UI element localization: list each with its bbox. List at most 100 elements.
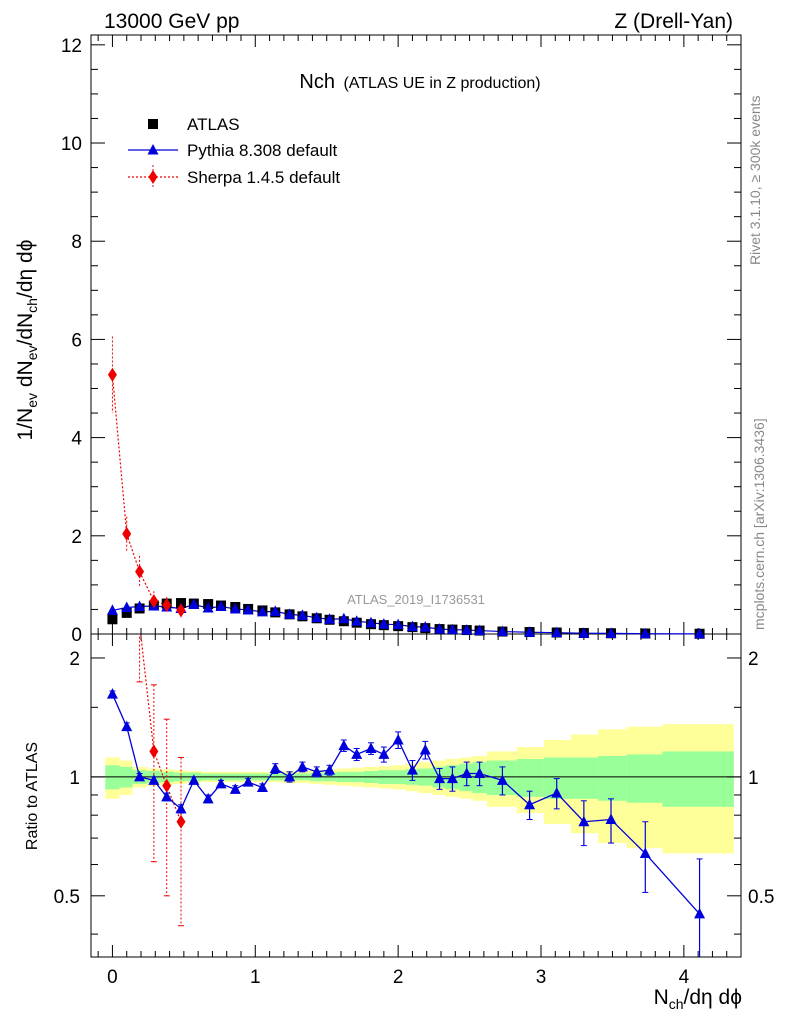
legend-label: Pythia 8.308 default — [187, 141, 338, 160]
ratio-y-axis-label: Ratio to ATLAS — [24, 742, 41, 850]
pythia-ratio-point — [524, 798, 536, 810]
y-tick-label: 4 — [71, 429, 82, 450]
y-tick-label: 2 — [71, 527, 82, 548]
pythia-point — [605, 627, 617, 638]
pythia-ratio-point — [269, 762, 281, 774]
pythia-ratio-point — [434, 772, 446, 784]
green-band-segment — [516, 758, 544, 797]
pythia-ratio-point — [496, 774, 508, 785]
legend-sherpa-marker — [148, 170, 158, 184]
pythia-ratio-point — [256, 781, 268, 793]
main-plot-frame: 0 2 4 6 8 10 12 — [61, 34, 742, 646]
pythia-ratio-point — [378, 748, 390, 759]
x-axis-label: Nch/dη dϕ — [654, 986, 742, 1012]
pythia-point — [296, 609, 308, 620]
pythia-ratio-point — [324, 764, 336, 775]
pythia-point — [474, 624, 486, 636]
sherpa-point — [176, 603, 186, 618]
header-energy-label: 13000 GeV pp — [104, 10, 239, 33]
atlas-point — [107, 614, 118, 625]
ratio-marks — [106, 634, 706, 957]
x-tick-label: 4 — [679, 967, 690, 988]
sherpa-point — [149, 594, 159, 609]
green-band-segment — [662, 751, 734, 807]
analysis-label: ATLAS_2019_I1736531 — [347, 592, 485, 607]
pythia-point — [446, 623, 458, 635]
legend-label: ATLAS — [187, 115, 240, 134]
pythia-ratio-point — [311, 765, 323, 777]
pythia-ratio-point — [551, 787, 563, 798]
pythia-point — [406, 620, 418, 632]
pythia-ratio-point — [605, 813, 617, 825]
plot-title-main: Nch — [299, 71, 335, 93]
sherpa-point — [135, 564, 145, 579]
pythia-ratio-point — [121, 720, 133, 732]
green-band-segment — [626, 754, 663, 803]
pythia-point — [202, 601, 214, 613]
sherpa-main-line — [111, 374, 182, 611]
pythia-point — [578, 627, 590, 638]
pythia-ratio-point — [365, 742, 377, 753]
pythia-point — [338, 612, 350, 624]
pythia-point — [551, 626, 563, 638]
pythia-ratio-point — [578, 815, 590, 827]
y-axis-label: 1/Nev dNev/dNch/dη dϕ — [14, 240, 40, 441]
sherpa-point — [107, 367, 117, 382]
pythia-point — [392, 618, 404, 630]
pythia-point — [496, 625, 508, 637]
legend-label: Sherpa 1.4.5 default — [187, 168, 340, 187]
sherpa-point — [122, 526, 132, 541]
pythia-point — [121, 601, 133, 612]
y-tick-label: 0 — [71, 625, 82, 646]
ratio-y-tick-label-right: 1 — [748, 768, 759, 789]
mcplots-note: mcplots.cern.ch [arXiv:1306.3436] — [751, 418, 767, 630]
legend: ATLAS Pythia 8.308 default Sherpa 1.4.5 de… — [128, 115, 340, 189]
header-process-label: Z (Drell-Yan) — [614, 10, 733, 33]
pythia-point — [188, 598, 200, 610]
pythia-ratio-point — [694, 907, 706, 919]
rivet-note: Rivet 3.1.10, ≥ 300k events — [747, 95, 763, 265]
pythia-ratio-point — [148, 774, 160, 785]
pythia-ratio-point — [296, 760, 308, 772]
ratio-y-tick-label-right: 2 — [748, 649, 759, 670]
pythia-ratio-point — [351, 748, 363, 759]
pythia-point — [694, 627, 706, 639]
x-tick-label: 0 — [107, 967, 118, 988]
pythia-point — [351, 615, 363, 626]
pythia-ratio-point — [106, 688, 118, 699]
plot-title-sub: (ATLAS UE in Z production) — [343, 75, 540, 92]
pythia-point — [215, 600, 227, 612]
pythia-ratio-point — [242, 776, 254, 787]
pythia-ratio-point — [284, 770, 296, 782]
plot-title: Nch (ATLAS UE in Z production) — [299, 71, 540, 93]
pythia-ratio-point — [474, 767, 486, 778]
pythia-point — [524, 626, 536, 637]
pythia-ratio-point — [134, 770, 146, 782]
sherpa-ratio-line — [140, 634, 182, 822]
pythia-point — [256, 605, 268, 617]
y-tick-label: 8 — [71, 232, 82, 253]
ratio-y-tick-label-right: 0.5 — [748, 887, 774, 908]
pythia-ratio-point — [461, 767, 473, 778]
ratio-plot-frame: 0 1 2 3 4 0.5 0.5 1 1 2 2 — [54, 633, 774, 988]
x-tick-label: 1 — [250, 967, 261, 988]
pythia-point — [378, 618, 390, 629]
pythia-point — [134, 600, 146, 612]
ratio-y-tick-label-left: 1 — [69, 768, 80, 789]
pythia-point — [434, 623, 446, 634]
sherpa-ratio-point — [162, 778, 172, 793]
pythia-point — [639, 627, 651, 639]
pythia-ratio-point — [175, 802, 187, 814]
pythia-point — [311, 611, 323, 623]
pythia-ratio-point — [229, 783, 241, 794]
data-marks — [106, 336, 706, 957]
pythia-ratio-point — [188, 774, 200, 785]
pythia-point — [229, 602, 241, 614]
ratio-plot-border — [90, 633, 742, 958]
pythia-point — [284, 608, 296, 619]
ratio-y-tick-label-left: 0.5 — [54, 887, 80, 908]
pythia-ratio-point — [639, 847, 651, 858]
pythia-ratio-point — [215, 777, 227, 789]
pythia-point — [324, 613, 336, 624]
